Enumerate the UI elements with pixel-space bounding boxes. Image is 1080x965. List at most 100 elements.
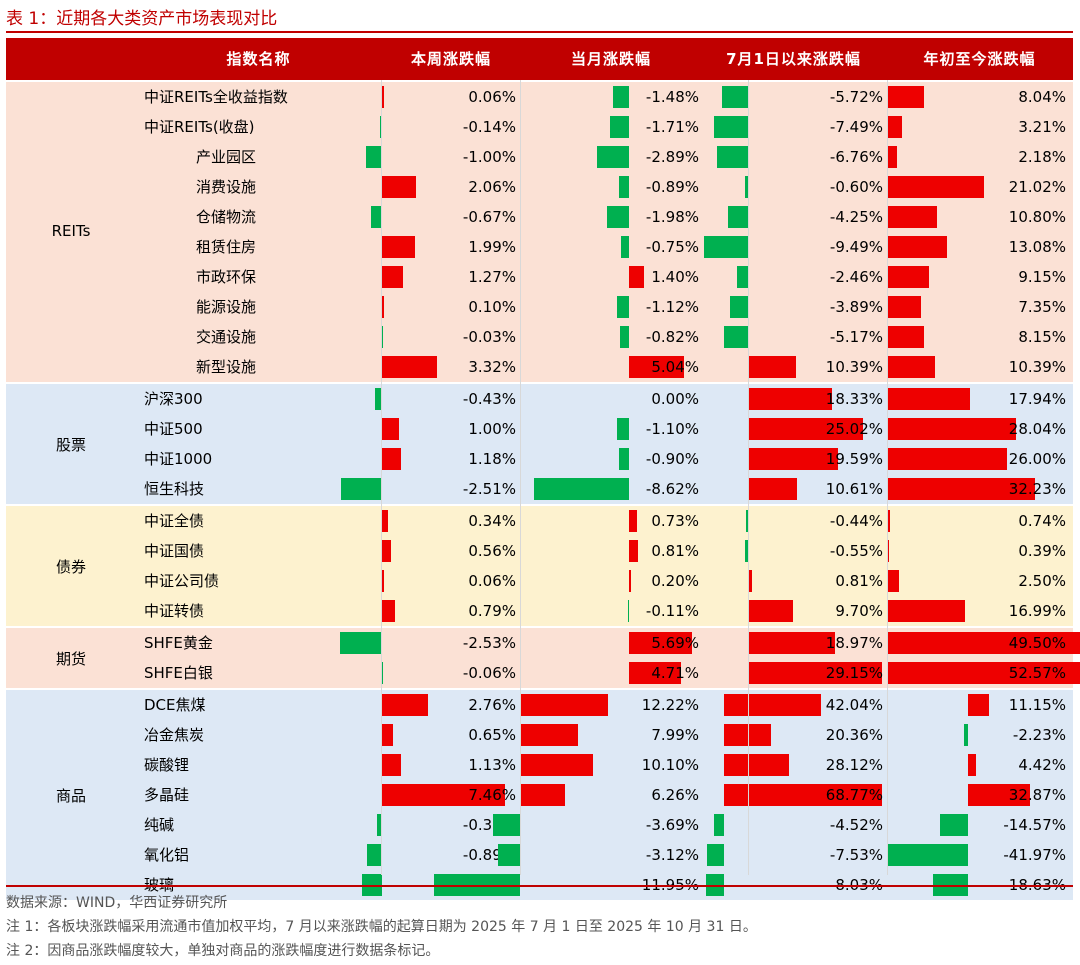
index-name: 恒生科技 (144, 480, 205, 498)
bar-since-jul (748, 632, 836, 654)
bar-week (382, 266, 403, 288)
value-ytd: 10.39% (1008, 358, 1066, 376)
value-ytd: 32.23% (1008, 480, 1066, 498)
table-row: 氧化铝 -0.89% -3.12% -7.53% -41.97% (6, 840, 1073, 870)
value-since-jul: 0.81% (835, 572, 883, 590)
value-ytd: -2.23% (1012, 726, 1066, 744)
bar-ytd (968, 784, 1031, 806)
header-since-jul: 7月1日以来涨跌幅 (726, 50, 861, 68)
value-week: 1.18% (468, 450, 516, 468)
bar-week (381, 326, 383, 348)
value-since-jul: 10.39% (825, 358, 883, 376)
bar-since-jul (748, 600, 793, 622)
value-week: 0.34% (468, 512, 516, 530)
bar-ytd (887, 448, 1007, 470)
value-week: -0.14% (462, 118, 516, 136)
value-since-jul: -7.49% (829, 118, 883, 136)
index-name: 能源设施 (196, 298, 257, 316)
bar-since-jul (736, 266, 748, 288)
value-month: 1.40% (651, 268, 699, 286)
bar-month (520, 694, 608, 716)
index-name: SHFE白银 (144, 664, 213, 682)
table-row: 消费设施 2.06% -0.89% -0.60% 21.02% (6, 172, 1073, 202)
index-name: 中证国债 (144, 542, 205, 560)
value-since-jul: 9.70% (835, 602, 883, 620)
value-since-jul: -4.52% (829, 816, 883, 834)
bar-week (340, 632, 382, 654)
group-separator (6, 626, 1073, 628)
index-name: 氧化铝 (144, 846, 190, 864)
bar-ytd (887, 632, 1080, 654)
table-row: 中证1000 1.18% -0.90% 19.59% 26.00% (6, 444, 1073, 474)
group-separator (6, 688, 1073, 690)
bar-month (612, 86, 629, 108)
table-row: 中证REITs(收盘) -0.14% -1.71% -7.49% 3.21% (6, 112, 1073, 142)
bar-since-jul (724, 326, 748, 348)
index-name: 纯碱 (144, 816, 175, 834)
value-ytd: 8.15% (1018, 328, 1066, 346)
bar-week (376, 814, 382, 836)
column-divider (381, 80, 382, 875)
header-ytd: 年初至今涨跌幅 (923, 50, 1036, 68)
bar-month (607, 206, 629, 228)
value-since-jul: -0.60% (829, 178, 883, 196)
bar-week (382, 86, 384, 108)
bar-since-jul (730, 296, 748, 318)
value-month: -1.98% (645, 208, 699, 226)
index-name: 中证转债 (144, 602, 205, 620)
index-name: 产业园区 (196, 148, 257, 166)
value-since-jul: 18.97% (825, 634, 883, 652)
bar-month (497, 844, 520, 866)
table-row: 中证全债 0.34% 0.73% -0.44% 0.74% (6, 506, 1073, 536)
table-row: 中证REITs全收益指数 0.06% -1.48% -5.72% 8.04% (6, 82, 1073, 112)
value-month: -3.69% (645, 816, 699, 834)
bar-week (382, 754, 401, 776)
bar-month (627, 600, 630, 622)
value-since-jul: 68.77% (825, 786, 883, 804)
bar-week (382, 784, 506, 806)
value-since-jul: -3.89% (829, 298, 883, 316)
index-name: 交通设施 (196, 328, 257, 346)
value-month: -0.90% (645, 450, 699, 468)
table-row: 中证国债 0.56% 0.81% -0.55% 0.39% (6, 536, 1073, 566)
value-week: 0.65% (468, 726, 516, 744)
bar-since-jul (748, 570, 752, 592)
value-week: 0.10% (468, 298, 516, 316)
value-ytd: 9.15% (1018, 268, 1066, 286)
value-week: -0.06% (462, 664, 516, 682)
value-week: 0.79% (468, 602, 516, 620)
index-name: 中证公司债 (144, 572, 220, 590)
bar-ytd (887, 570, 899, 592)
bar-week (367, 844, 382, 866)
bar-ytd (887, 86, 924, 108)
bar-ytd (887, 662, 1080, 684)
bar-ytd (963, 724, 968, 746)
value-ytd: 2.18% (1018, 148, 1066, 166)
table-row: SHFE黄金 -2.53% 5.69% 18.97% 49.50% (6, 628, 1080, 658)
value-ytd: 21.02% (1008, 178, 1066, 196)
bar-week (382, 694, 428, 716)
value-since-jul: 25.02% (825, 420, 883, 438)
value-month: -8.62% (645, 480, 699, 498)
table-row: 产业园区 -1.00% -2.89% -6.76% 2.18% (6, 142, 1073, 172)
value-ytd: 17.94% (1008, 390, 1066, 408)
table-row: DCE焦煤 2.76% 12.22% 42.04% 11.15% (6, 690, 1073, 720)
group-label: 债券 (55, 558, 86, 576)
value-since-jul: -0.55% (829, 542, 883, 560)
bar-month (629, 570, 632, 592)
bar-since-jul (748, 662, 883, 684)
value-week: -0.43% (462, 390, 516, 408)
table-row: SHFE白银 -0.06% 4.71% 29.15% 52.57% (6, 658, 1080, 688)
value-week: -1.00% (462, 148, 516, 166)
bar-since-jul (724, 724, 771, 746)
bar-week (382, 418, 399, 440)
value-week: 2.76% (468, 696, 516, 714)
bar-ytd (968, 694, 990, 716)
bar-since-jul (748, 448, 839, 470)
value-since-jul: -5.72% (829, 88, 883, 106)
bar-since-jul (748, 418, 864, 440)
value-week: 1.13% (468, 756, 516, 774)
value-month: -2.89% (645, 148, 699, 166)
value-ytd: 7.35% (1018, 298, 1066, 316)
column-divider (748, 80, 749, 875)
